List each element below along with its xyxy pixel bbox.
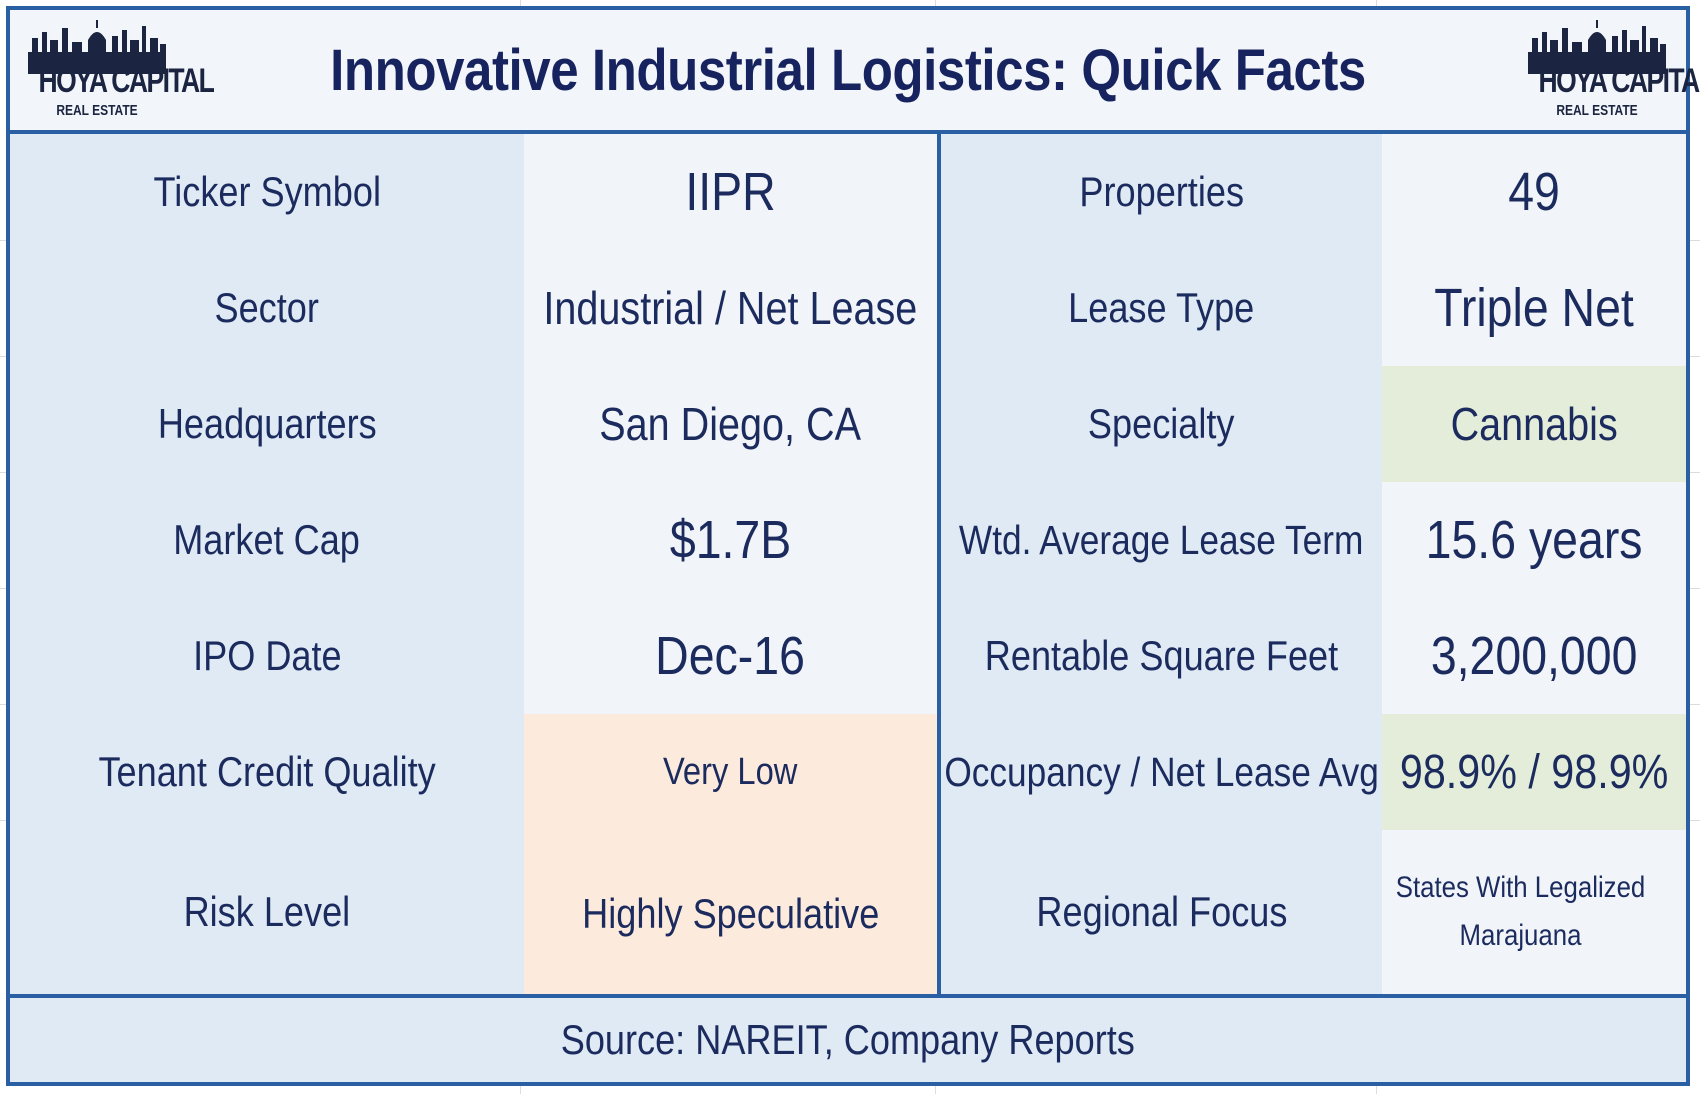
label-sector: Sector (214, 284, 320, 331)
logo-sub-text: REAL ESTATE (56, 102, 138, 119)
label-tenant-credit-quality: Tenant Credit Quality (98, 748, 436, 795)
value-risk-level: Highly Speculative (524, 830, 937, 994)
right-value-column: 49 Triple Net Cannabis 15.6 years 3,200,… (1382, 134, 1686, 994)
value-lease-type: Triple Net (1434, 278, 1634, 338)
skyline-icon (1528, 20, 1666, 74)
value-occupancy-net-lease-avg: 98.9% / 98.9% (1382, 714, 1686, 830)
value-ipo-date: Dec-16 (655, 626, 806, 686)
value-ticker-symbol: IIPR (685, 162, 776, 222)
label-wtd-average-lease-term: Wtd. Average Lease Term (959, 516, 1364, 563)
label-ipo-date: IPO Date (192, 632, 342, 679)
page-title: Innovative Industrial Logistics: Quick F… (330, 37, 1366, 103)
label-headquarters: Headquarters (157, 400, 377, 447)
skyline-icon (28, 20, 166, 74)
source-text: Source: NAREIT, Company Reports (560, 1016, 1136, 1063)
label-properties: Properties (1079, 168, 1244, 215)
logo-brand-text: HOYA CAPITAL (38, 62, 215, 100)
value-rentable-square-feet: 3,200,000 (1430, 626, 1638, 686)
value-headquarters: San Diego, CA (599, 398, 862, 450)
right-label-column: Properties Lease Type Specialty Wtd. Ave… (941, 134, 1382, 994)
value-regional-focus: States With Legalized Marajuana (1395, 871, 1646, 952)
left-label-column: Ticker Symbol Sector Headquarters Market… (10, 134, 524, 994)
label-regional-focus: Regional Focus (1036, 888, 1287, 935)
logo-brand-text: HOYA CAPITAL (1538, 62, 1700, 100)
value-properties: 49 (1508, 162, 1560, 222)
label-rentable-square-feet: Rentable Square Feet (984, 632, 1339, 679)
source-footer: Source: NAREIT, Company Reports (10, 994, 1686, 1082)
left-value-column: IIPR Industrial / Net Lease San Diego, C… (524, 134, 941, 994)
value-sector: Industrial / Net Lease (543, 282, 918, 334)
label-risk-level: Risk Level (183, 888, 351, 935)
hoya-capital-logo-right: HOYA CAPITAL REAL ESTATE (1522, 18, 1700, 126)
label-specialty: Specialty (1088, 400, 1235, 447)
label-lease-type: Lease Type (1068, 284, 1255, 331)
label-market-cap: Market Cap (173, 516, 361, 563)
facts-table: Ticker Symbol Sector Headquarters Market… (10, 134, 1686, 994)
label-ticker-symbol: Ticker Symbol (153, 168, 381, 215)
quick-facts-card: HOYA CAPITAL REAL ESTATE Innovative Indu… (6, 6, 1700, 1086)
value-market-cap: $1.7B (669, 510, 792, 570)
value-wtd-average-lease-term: 15.6 years (1425, 510, 1643, 570)
logo-sub-text: REAL ESTATE (1556, 102, 1638, 119)
card-header: HOYA CAPITAL REAL ESTATE Innovative Indu… (10, 10, 1700, 134)
value-tenant-credit-quality: Very Low (524, 714, 937, 830)
hoya-capital-logo-left: HOYA CAPITAL REAL ESTATE (22, 18, 215, 126)
label-occupancy-net-lease-avg: Occupancy / Net Lease Avg (944, 748, 1379, 795)
value-specialty: Cannabis (1382, 366, 1686, 482)
